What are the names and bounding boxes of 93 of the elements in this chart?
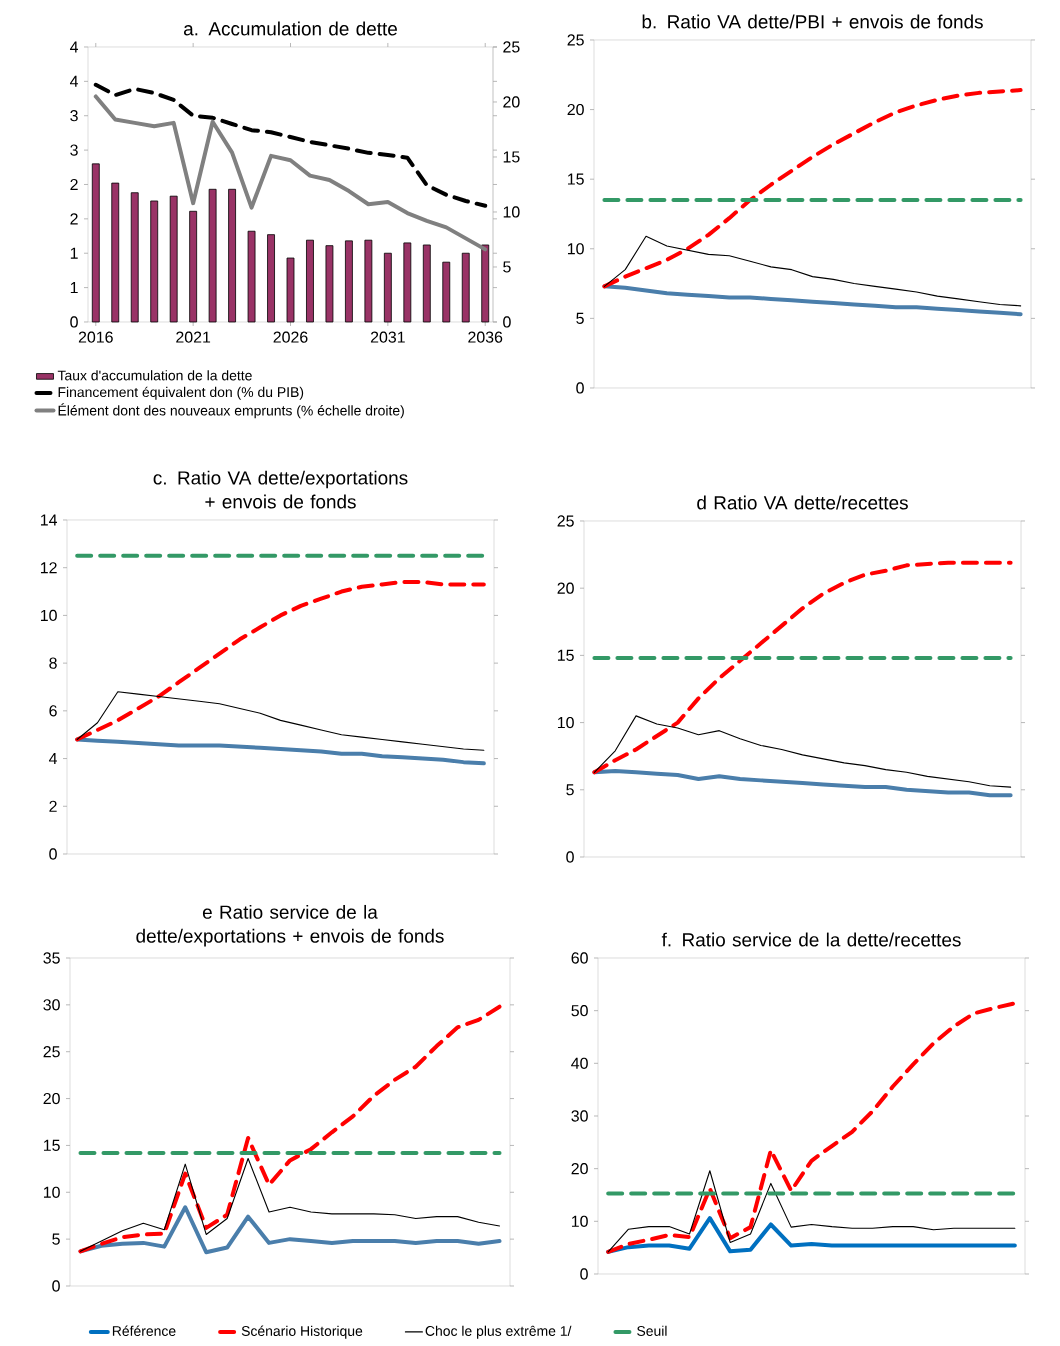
y-tick-label: 30 <box>571 1110 588 1122</box>
y-tick-label: 14 <box>40 514 58 526</box>
x-tick-label: 2036 <box>468 331 503 343</box>
y-tick-label: 2 <box>70 213 78 225</box>
y-tick-label: 35 <box>43 952 60 964</box>
bar <box>286 257 295 323</box>
y-tick-label: 10 <box>567 243 584 255</box>
legend-label: Scénario Historique <box>241 1325 363 1339</box>
line-series <box>606 1001 1017 1254</box>
y-tick-label: 25 <box>43 1046 60 1058</box>
y-tick-label: 30 <box>43 999 60 1011</box>
bar <box>306 239 314 323</box>
y2-tick-label: 5 <box>503 261 511 273</box>
y-tick-label: 20 <box>567 103 584 116</box>
y-tick-label: 4 <box>69 75 79 87</box>
bar <box>247 230 256 323</box>
chart-title: f. Ratio service de la dette/recettes <box>661 932 961 947</box>
bar <box>169 195 178 323</box>
legend-label: Financement équivalent don (% du PIB) <box>58 386 304 400</box>
y2-tick-label: 10 <box>503 206 520 218</box>
y-tick-label: 0 <box>566 851 574 863</box>
y-tick-label: 1 <box>70 247 78 259</box>
y-tick-label: 0 <box>52 1280 60 1292</box>
y-tick-label: 5 <box>566 784 574 796</box>
y2-tick-label: 0 <box>503 316 511 328</box>
y-tick-label: 6 <box>49 705 57 717</box>
legend-label: Référence <box>112 1325 176 1336</box>
y2-tick-label: 25 <box>503 41 520 53</box>
x-tick-label: 2031 <box>370 331 405 343</box>
line-series <box>78 1004 502 1254</box>
bar <box>345 240 353 323</box>
x-tick-label: 2021 <box>176 331 211 343</box>
bar <box>403 242 412 323</box>
bar <box>208 188 217 323</box>
y-tick-label: 10 <box>571 1215 588 1227</box>
line-series <box>93 82 488 208</box>
y-tick-label: 50 <box>571 1005 588 1017</box>
bar <box>130 192 139 323</box>
y-tick-label: 8 <box>49 657 57 669</box>
legend-label: Seuil <box>637 1325 667 1336</box>
y-tick-label: 2 <box>70 178 78 191</box>
bar <box>189 210 198 323</box>
y-tick-label: 3 <box>70 110 78 122</box>
bar <box>364 239 373 323</box>
chart-title: e Ratio service de la dette/exportations + envois de fonds <box>136 904 444 947</box>
chart-title: a. Accumulation de dette <box>183 21 397 36</box>
y2-tick-label: 20 <box>503 96 520 108</box>
bar <box>150 200 159 323</box>
legend-label: Choc le plus extrême 1/ <box>425 1325 572 1339</box>
chart-title: c. Ratio VA dette/exportations + envois de fonds <box>153 470 408 509</box>
y-tick-label: 60 <box>571 952 588 964</box>
y-tick-label: 10 <box>557 716 574 729</box>
bar <box>325 245 334 323</box>
bar <box>111 182 120 323</box>
y-tick-label: 15 <box>557 649 574 661</box>
y-tick-label: 10 <box>43 1186 60 1198</box>
legend-label: Taux d'accumulation de la dette <box>57 370 252 381</box>
y-tick-label: 2 <box>49 800 57 812</box>
y-tick-label: 15 <box>43 1139 60 1151</box>
y-tick-label: 0 <box>49 848 57 860</box>
y-tick-label: 4 <box>69 41 79 53</box>
y-tick-label: 25 <box>567 34 584 46</box>
y-tick-label: 12 <box>40 562 57 574</box>
bar <box>461 252 470 323</box>
bar <box>422 244 431 323</box>
y-tick-label: 0 <box>580 1268 588 1280</box>
x-tick-label: 2016 <box>78 331 113 343</box>
y-tick-label: 5 <box>52 1233 60 1245</box>
bar <box>442 261 451 323</box>
y-tick-label: 10 <box>40 609 57 622</box>
y-tick-label: 1 <box>70 282 78 294</box>
bar <box>267 234 275 323</box>
bar <box>383 252 392 323</box>
chart-title: b. Ratio VA dette/PBI + envois de fonds <box>642 14 983 29</box>
y-tick-label: 4 <box>48 753 58 765</box>
y-tick-label: 15 <box>567 173 584 185</box>
bar <box>481 244 490 323</box>
y-tick-label: 20 <box>571 1163 588 1175</box>
chart-title: d Ratio VA dette/recettes <box>697 495 908 510</box>
y2-tick-label: 15 <box>503 151 520 163</box>
y-tick-label: 20 <box>43 1092 60 1105</box>
x-tick-label: 2026 <box>273 331 308 343</box>
y-tick-label: 0 <box>70 316 78 328</box>
line-series <box>93 94 488 252</box>
y-tick-label: 5 <box>576 312 584 324</box>
bar <box>91 163 100 323</box>
y-tick-label: 25 <box>557 515 574 527</box>
y-tick-label: 0 <box>576 382 584 394</box>
bar <box>228 188 236 323</box>
y-tick-label: 40 <box>571 1057 588 1069</box>
legend-label: Élément dont des nouveaux emprunts (% échelle droite) <box>58 403 404 419</box>
y-tick-label: 3 <box>70 144 78 156</box>
y-tick-label: 20 <box>557 582 574 594</box>
